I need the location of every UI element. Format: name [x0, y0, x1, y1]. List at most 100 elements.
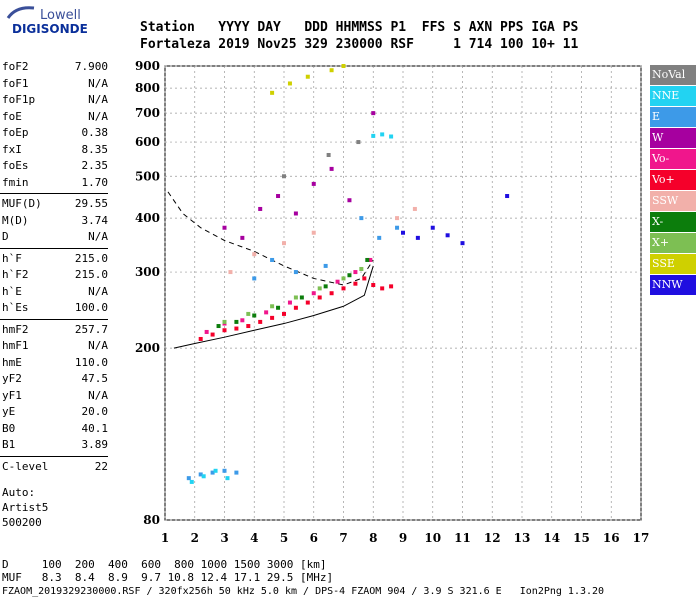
param-separator — [0, 193, 108, 194]
param-row: hmE 110.0 — [2, 356, 108, 372]
data-point — [276, 305, 281, 310]
legend-item: NoVal — [650, 65, 696, 85]
data-point — [225, 476, 230, 481]
param-label: hmE — [2, 355, 22, 369]
logo-line1: Lowell — [40, 8, 81, 23]
param-row: foEp 0.38 — [2, 126, 108, 142]
data-point — [287, 81, 292, 86]
data-point — [299, 295, 304, 300]
data-point — [189, 479, 194, 484]
data-point — [380, 132, 385, 137]
dashed-trace — [167, 191, 374, 286]
auto-label: Auto: — [2, 486, 36, 499]
param-value: 47.5 — [81, 372, 109, 385]
legend-item: X- — [650, 212, 696, 232]
param-row: foEs 2.35 — [2, 159, 108, 175]
data-point — [287, 300, 292, 305]
data-point — [341, 276, 346, 281]
x-tick-label: 2 — [191, 531, 199, 545]
param-row: fxI 8.35 — [2, 143, 108, 159]
param-value: 110.0 — [74, 355, 108, 369]
data-point — [305, 74, 310, 79]
data-point — [282, 311, 286, 316]
data-point — [445, 233, 450, 238]
param-label: C-level — [2, 459, 49, 473]
muf-row: MUF 8.3 8.4 8.9 9.7 10.8 12.4 17.1 29.5 … — [2, 571, 334, 584]
param-label: D — [2, 230, 9, 243]
data-point — [222, 328, 227, 333]
param-row: yE 20.0 — [2, 405, 108, 421]
data-point — [270, 90, 275, 95]
data-point — [201, 474, 206, 479]
param-row: C-level 22 — [2, 460, 108, 476]
data-point — [311, 230, 316, 235]
param-separator — [0, 455, 108, 457]
param-value: 1.70 — [81, 175, 109, 189]
param-label: foF1 — [2, 76, 29, 90]
data-point — [323, 263, 328, 268]
data-point — [293, 270, 298, 275]
data-point — [234, 470, 239, 475]
data-point — [347, 273, 352, 278]
param-value: 3.74 — [81, 213, 109, 227]
param-row: foF1p N/A — [2, 93, 108, 109]
param-label: h`F2 — [2, 268, 29, 281]
param-label: foF2 — [2, 60, 29, 73]
logo-line2: DIGISONDE — [12, 22, 88, 36]
param-label: fmin — [2, 175, 29, 189]
param-row: h`E N/A — [2, 285, 108, 301]
data-point — [389, 284, 394, 289]
data-point — [293, 305, 298, 310]
param-row: h`Es 100.0 — [2, 301, 108, 317]
data-point — [353, 281, 358, 286]
data-point — [341, 286, 346, 291]
x-tick-label: 10 — [424, 531, 441, 545]
param-value: 40.1 — [81, 421, 109, 435]
param-label: yF2 — [2, 372, 22, 385]
data-point — [210, 470, 215, 475]
legend-item: Vo+ — [650, 170, 696, 190]
param-label: h`E — [2, 284, 22, 298]
param-value: 22 — [94, 459, 108, 473]
data-point — [326, 152, 331, 157]
digisonde-logo: Lowell DIGISONDE — [0, 0, 110, 58]
data-point — [258, 206, 263, 211]
param-separator — [0, 247, 108, 249]
x-tick-label: 16 — [603, 531, 620, 545]
param-label: foF1p — [2, 93, 36, 106]
x-tick-label: 17 — [633, 531, 650, 545]
param-label: MUF(D) — [2, 197, 42, 210]
param-label: B0 — [2, 421, 16, 435]
y-tick-label: 500 — [135, 169, 160, 183]
data-point — [258, 319, 263, 324]
legend-item: W — [650, 128, 696, 148]
data-point — [276, 194, 281, 199]
data-point — [401, 230, 405, 235]
data-point — [234, 319, 239, 324]
data-point — [270, 304, 275, 309]
data-point — [240, 318, 245, 323]
param-row: hmF1 N/A — [2, 339, 108, 355]
param-value: 29.55 — [74, 197, 108, 210]
y-tick-label: 80 — [143, 513, 160, 527]
logo-swoosh-icon — [6, 6, 35, 19]
param-value: N/A — [88, 284, 108, 298]
param-row: yF1 N/A — [2, 389, 108, 405]
param-value: 257.7 — [74, 322, 108, 336]
param-label: yE — [2, 405, 16, 418]
data-point — [341, 64, 346, 68]
param-label: M(D) — [2, 213, 29, 227]
x-tick-label: 3 — [220, 531, 228, 545]
param-value: N/A — [88, 230, 108, 243]
data-point — [359, 266, 364, 271]
param-separator — [0, 318, 108, 320]
data-point — [222, 225, 227, 230]
data-point — [213, 468, 218, 473]
data-point — [246, 311, 251, 316]
data-point — [415, 235, 420, 240]
y-tick-label: 200 — [135, 341, 160, 355]
legend-item: Vo- — [650, 149, 696, 169]
data-point — [389, 134, 394, 139]
param-row: yF2 47.5 — [2, 372, 108, 388]
